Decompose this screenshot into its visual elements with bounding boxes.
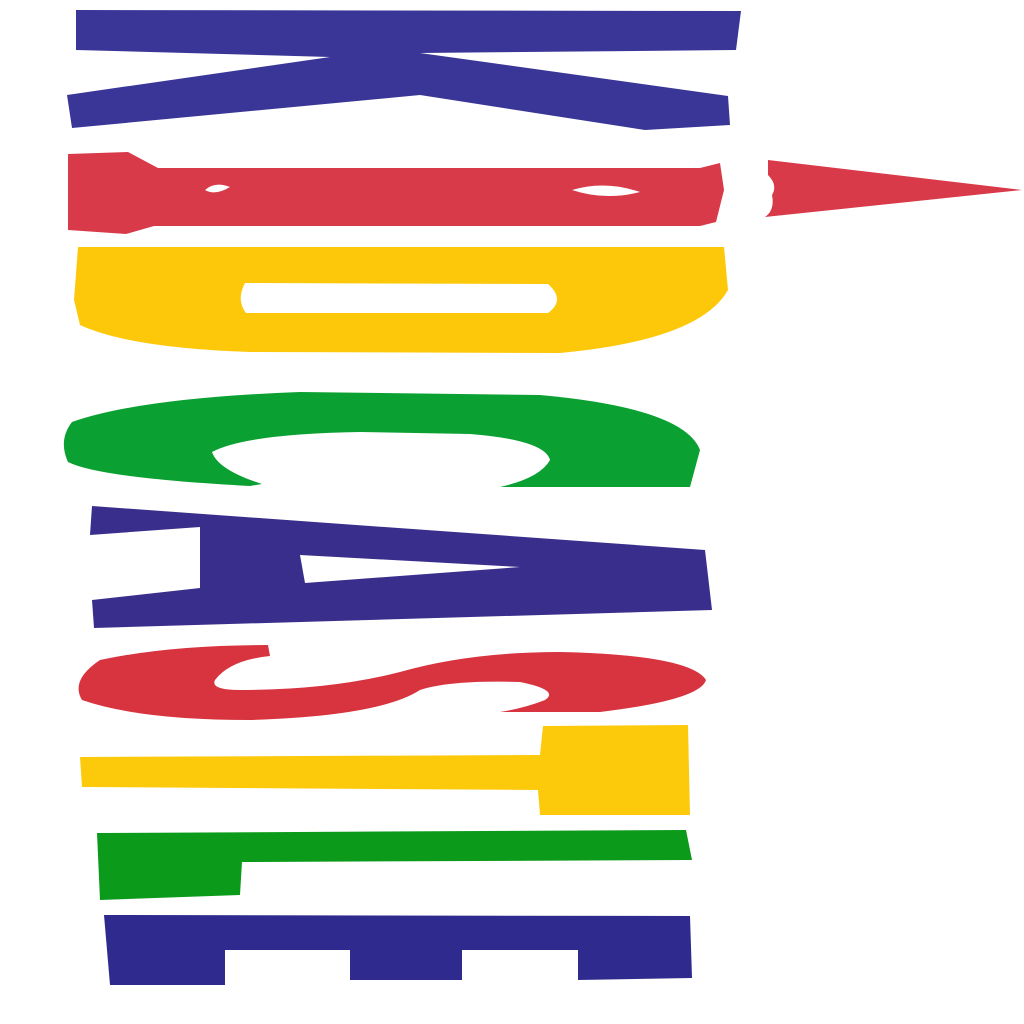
pennant-flag (765, 160, 1022, 217)
letter-c (63, 392, 701, 487)
letter-d (74, 247, 728, 353)
letter-e (104, 915, 692, 985)
letter-a (90, 506, 712, 628)
letter-i (68, 152, 724, 234)
letter-k (67, 10, 741, 130)
letter-l (97, 830, 692, 900)
letter-t (80, 725, 690, 815)
letter-s (78, 645, 707, 720)
